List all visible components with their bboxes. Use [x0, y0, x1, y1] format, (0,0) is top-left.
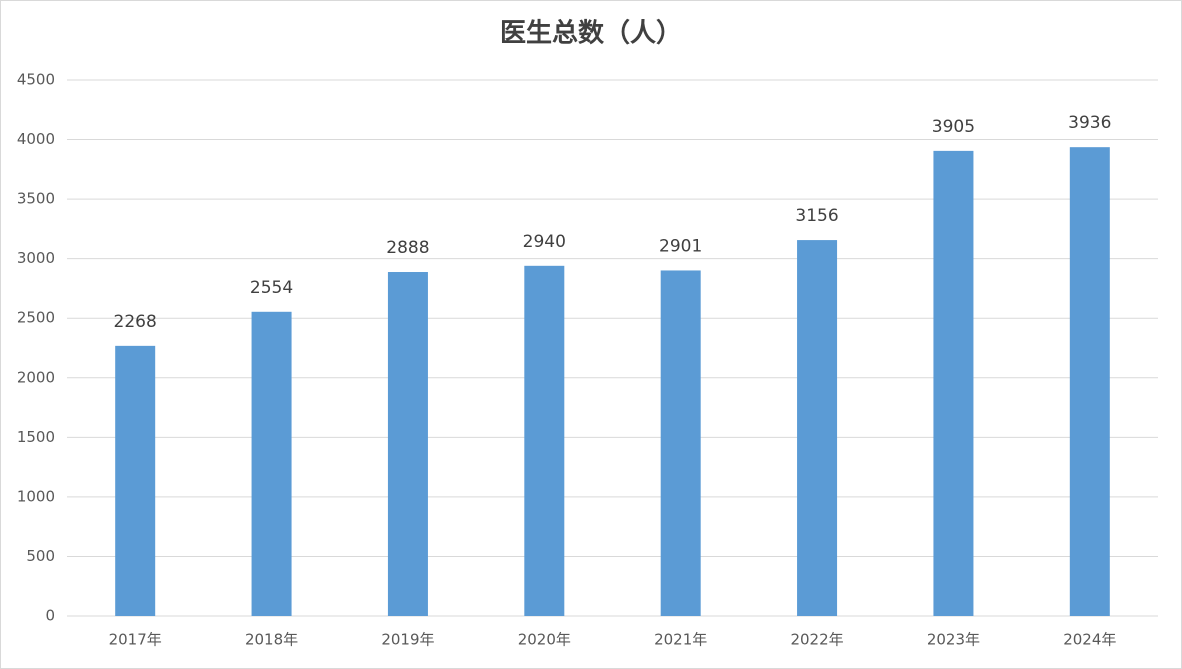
bar [660, 270, 701, 616]
y-tick-label: 4500 [17, 71, 55, 89]
value-label: 2901 [659, 236, 702, 256]
bar [524, 265, 565, 616]
value-label: 3905 [932, 117, 975, 137]
y-tick-label: 2500 [17, 309, 55, 327]
bar [1069, 147, 1110, 617]
value-label: 2268 [114, 312, 157, 332]
y-tick-label: 3500 [17, 190, 55, 208]
x-tick-label: 2017年 [109, 631, 162, 649]
x-tick-label: 2019年 [381, 631, 434, 649]
value-label: 3156 [795, 206, 838, 226]
y-tick-label: 1000 [17, 487, 55, 505]
value-label: 2888 [386, 238, 429, 258]
bar [797, 240, 838, 616]
x-tick-label: 2022年 [790, 631, 843, 649]
value-label: 3936 [1068, 113, 1111, 133]
x-tick-label: 2018年 [245, 631, 298, 649]
x-tick-label: 2024年 [1063, 631, 1116, 649]
x-tick-label: 2023年 [927, 631, 980, 649]
y-tick-label: 500 [26, 547, 55, 565]
y-tick-label: 2000 [17, 368, 55, 386]
x-tick-label: 2021年 [654, 631, 707, 649]
y-tick-label: 0 [45, 607, 55, 625]
bar [251, 311, 292, 616]
chart-title: 医生总数（人） [500, 19, 682, 49]
value-label: 2940 [523, 232, 566, 252]
bar [115, 345, 156, 616]
value-label: 2554 [250, 278, 293, 298]
y-tick-label: 1500 [17, 428, 55, 446]
y-tick-label: 4000 [17, 130, 55, 148]
x-tick-label: 2020年 [518, 631, 571, 649]
bar [387, 272, 428, 616]
bar [933, 150, 974, 617]
y-tick-label: 3000 [17, 249, 55, 267]
